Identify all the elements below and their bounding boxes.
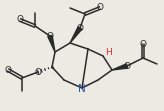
Text: O: O bbox=[96, 4, 103, 13]
Text: N: N bbox=[78, 84, 86, 94]
Text: O: O bbox=[34, 67, 41, 76]
Polygon shape bbox=[70, 27, 82, 43]
Polygon shape bbox=[112, 64, 128, 70]
Text: O: O bbox=[47, 32, 53, 41]
Text: O: O bbox=[140, 40, 146, 49]
Text: O: O bbox=[123, 61, 131, 70]
Text: O: O bbox=[76, 24, 83, 33]
Text: O: O bbox=[4, 65, 11, 74]
Polygon shape bbox=[48, 35, 55, 52]
Text: H: H bbox=[105, 48, 111, 56]
Text: O: O bbox=[17, 16, 23, 25]
